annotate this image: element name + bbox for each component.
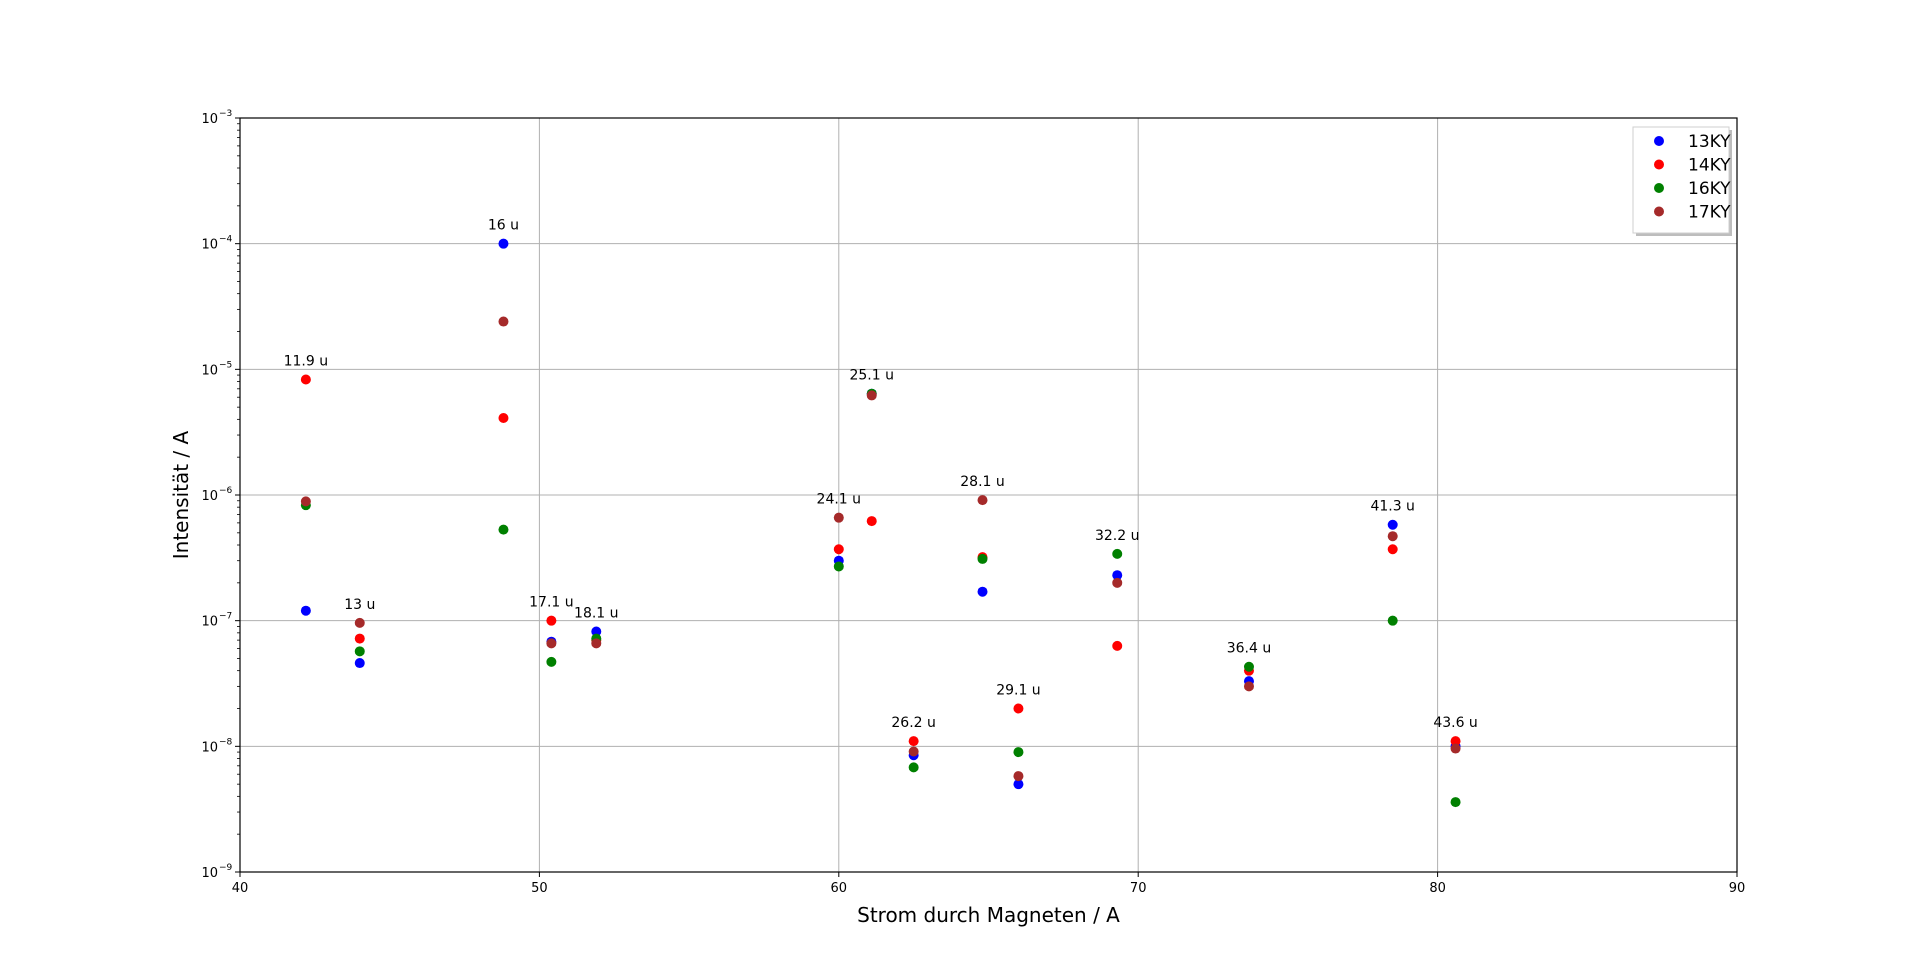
grid-lines bbox=[240, 118, 1737, 872]
point-14KY bbox=[300, 374, 311, 385]
point-16KY bbox=[833, 561, 844, 572]
point-14KY bbox=[498, 412, 509, 423]
point-13KY bbox=[498, 238, 509, 249]
legend-label-17KY: 17KY bbox=[1688, 203, 1731, 223]
point-16KY bbox=[546, 656, 557, 667]
y-tick-label: 10 bbox=[201, 740, 218, 755]
mass-annotation: 13 u bbox=[344, 597, 375, 613]
y-axis-label: Intensität / A bbox=[169, 430, 193, 559]
point-13KY bbox=[977, 586, 988, 597]
legend-label-16KY: 16KY bbox=[1688, 179, 1731, 199]
x-tick-label: 90 bbox=[1729, 881, 1746, 896]
y-tick-label: 10 bbox=[201, 363, 218, 378]
mass-annotation: 11.9 u bbox=[284, 354, 329, 370]
point-16KY bbox=[1013, 747, 1024, 758]
x-tick-label: 40 bbox=[232, 881, 249, 896]
point-17KY bbox=[908, 746, 919, 757]
point-14KY bbox=[1450, 736, 1461, 747]
legend-box bbox=[1632, 126, 1730, 234]
mass-annotation: 28.1 u bbox=[960, 474, 1005, 490]
point-16KY bbox=[354, 646, 365, 657]
y-tick-label: 10 bbox=[201, 238, 218, 253]
point-14KY bbox=[1112, 640, 1123, 651]
point-17KY bbox=[1387, 531, 1398, 542]
point-17KY bbox=[354, 617, 365, 628]
point-14KY bbox=[1013, 703, 1024, 714]
point-16KY bbox=[977, 553, 988, 564]
mass-annotation: 41.3 u bbox=[1370, 499, 1415, 515]
y-tick-exponent: −4 bbox=[219, 235, 233, 245]
point-17KY bbox=[1013, 771, 1024, 782]
point-14KY bbox=[866, 516, 877, 527]
mass-annotation: 29.1 u bbox=[996, 683, 1041, 699]
point-17KY bbox=[591, 638, 602, 649]
point-14KY bbox=[833, 544, 844, 555]
point-13KY bbox=[1387, 519, 1398, 530]
point-14KY bbox=[354, 633, 365, 644]
point-14KY bbox=[1387, 544, 1398, 555]
point-17KY bbox=[833, 512, 844, 523]
x-axis-label: Strom durch Magneten / A bbox=[857, 903, 1120, 927]
y-tick-label: 10 bbox=[201, 866, 218, 881]
legend-label-13KY: 13KY bbox=[1688, 132, 1731, 152]
mass-annotation: 32.2 u bbox=[1095, 528, 1140, 544]
point-17KY bbox=[977, 495, 988, 506]
legend-marker-13KY bbox=[1654, 136, 1664, 146]
mass-annotation: 17.1 u bbox=[529, 595, 574, 611]
point-16KY bbox=[498, 524, 509, 535]
point-13KY bbox=[1112, 570, 1123, 581]
point-17KY bbox=[1112, 577, 1123, 588]
point-17KY bbox=[546, 638, 557, 649]
y-tick-label: 10 bbox=[201, 615, 218, 630]
y-tick-label: 10 bbox=[201, 112, 218, 127]
point-16KY bbox=[1243, 661, 1254, 672]
mass-annotation: 26.2 u bbox=[891, 715, 936, 731]
plot-frame bbox=[239, 117, 1738, 873]
x-tick-label: 60 bbox=[831, 881, 848, 896]
y-tick-exponent: −9 bbox=[219, 863, 233, 873]
legend-label-14KY: 14KY bbox=[1688, 156, 1731, 176]
legend-marker-14KY bbox=[1654, 159, 1664, 170]
y-tick-exponent: −7 bbox=[219, 612, 232, 622]
y-tick-label: 10 bbox=[201, 489, 218, 504]
point-17KY bbox=[300, 496, 311, 507]
point-13KY bbox=[354, 658, 365, 669]
point-17KY bbox=[866, 390, 877, 401]
annotations: 11.9 u 13 u 16 u 17.1 u18.1 u 24.1 u 25.1 u 26… bbox=[284, 218, 1478, 731]
x-tick-label: 50 bbox=[531, 881, 548, 896]
legend-marker-17KY bbox=[1654, 206, 1664, 217]
legend: 13KY 14KY 16KY 17KY bbox=[1632, 126, 1732, 236]
point-13KY bbox=[1013, 779, 1024, 790]
mass-annotation: 16 u bbox=[488, 218, 519, 234]
point-16KY bbox=[1387, 615, 1398, 626]
data-points bbox=[300, 238, 1461, 808]
point-17KY bbox=[1450, 743, 1461, 754]
point-14KY bbox=[908, 736, 919, 747]
mass-annotation: 24.1 u bbox=[817, 492, 862, 508]
point-16KY bbox=[1112, 548, 1123, 559]
point-17KY bbox=[1243, 681, 1254, 692]
legend-marker-16KY bbox=[1654, 183, 1664, 193]
y-tick-exponent: −6 bbox=[219, 486, 233, 496]
mass-annotation: 43.6 u bbox=[1433, 715, 1478, 731]
point-16KY bbox=[908, 762, 919, 773]
y-tick-exponent: −3 bbox=[219, 109, 232, 119]
y-tick-exponent: −8 bbox=[219, 737, 233, 747]
point-16KY bbox=[1450, 797, 1461, 808]
x-tick-label: 80 bbox=[1429, 881, 1446, 896]
x-tick-label: 70 bbox=[1130, 881, 1147, 896]
point-17KY bbox=[498, 316, 509, 327]
y-tick-exponent: −5 bbox=[219, 360, 232, 370]
point-13KY bbox=[300, 605, 311, 616]
mass-annotation: 25.1 u bbox=[849, 368, 894, 384]
mass-annotation: 18.1 u bbox=[574, 605, 619, 621]
point-13KY bbox=[591, 626, 602, 637]
mass-annotation: 36.4 u bbox=[1227, 641, 1272, 657]
point-14KY bbox=[546, 615, 557, 626]
